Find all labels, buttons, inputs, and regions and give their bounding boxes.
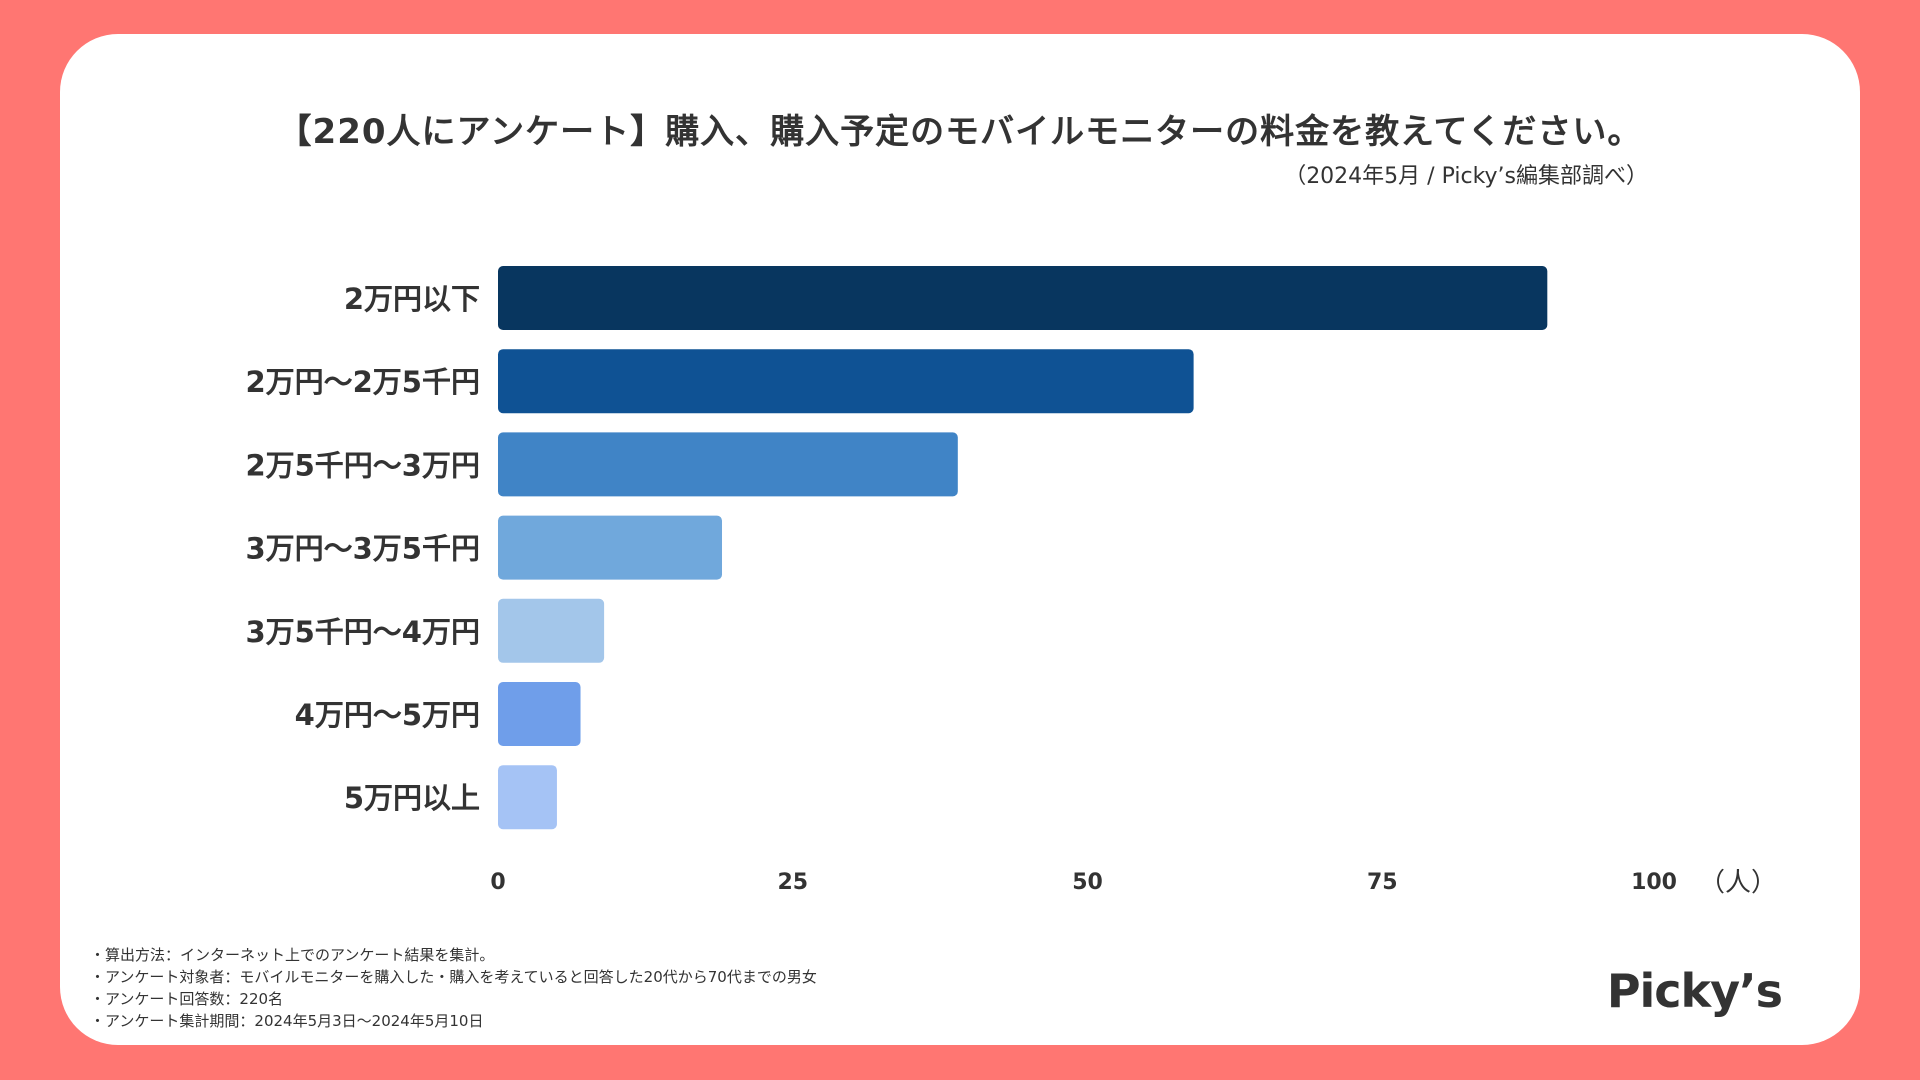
bar-5 — [498, 682, 581, 746]
category-label-3: 3万円〜3万5千円 — [245, 532, 480, 566]
survey-notes: ・算出方法：インターネット上でのアンケート結果を集計。 ・アンケート対象者：モバ… — [90, 944, 817, 1032]
category-label-2: 2万5千円〜3万円 — [245, 448, 480, 482]
bar-4 — [498, 598, 605, 663]
category-label-1: 2万円〜2万5千円 — [245, 365, 480, 399]
note-target: ・アンケート対象者：モバイルモニターを購入した・購入を考えていると回答した20代… — [90, 968, 817, 986]
chart-subtitle: （2024年5月 / Picky’s編集部調べ） — [1284, 164, 1648, 189]
bar-3 — [498, 515, 723, 580]
bar-0 — [498, 266, 1548, 330]
category-label-6: 5万円以上 — [344, 781, 480, 815]
bar-1 — [498, 349, 1194, 414]
note-count: ・アンケート回答数：220名 — [90, 990, 284, 1008]
note-period: ・アンケート集計期間：2024年5月3日〜2024年5月10日 — [90, 1012, 484, 1030]
pickys-logo: Picky’s — [1606, 964, 1783, 1018]
category-label-0: 2万円以下 — [344, 282, 480, 316]
x-tick-50: 50 — [1072, 870, 1103, 895]
bar-chart: 2万円以下 2万円〜2万5千円 2万5千円〜3万円 3万円〜3万5千円 3万5千円〜4万… — [245, 266, 1777, 898]
x-tick-100: 100 — [1631, 870, 1677, 895]
category-label-5: 4万円〜5万円 — [295, 698, 480, 732]
x-tick-0: 0 — [490, 870, 505, 895]
bar-2 — [498, 432, 958, 497]
chart-title: 【220人にアンケート】購入、購入予定のモバイルモニターの料金を教えてください。 — [277, 112, 1643, 152]
x-tick-25: 25 — [777, 870, 808, 895]
bar-6 — [498, 765, 557, 830]
chart-card: 【220人にアンケート】購入、購入予定のモバイルモニターの料金を教えてください。… — [60, 34, 1860, 1045]
category-label-4: 3万5千円〜4万円 — [245, 615, 480, 649]
x-tick-75: 75 — [1367, 870, 1398, 895]
x-axis-unit: （人） — [1699, 868, 1777, 898]
note-method: ・算出方法：インターネット上でのアンケート結果を集計。 — [90, 946, 495, 964]
